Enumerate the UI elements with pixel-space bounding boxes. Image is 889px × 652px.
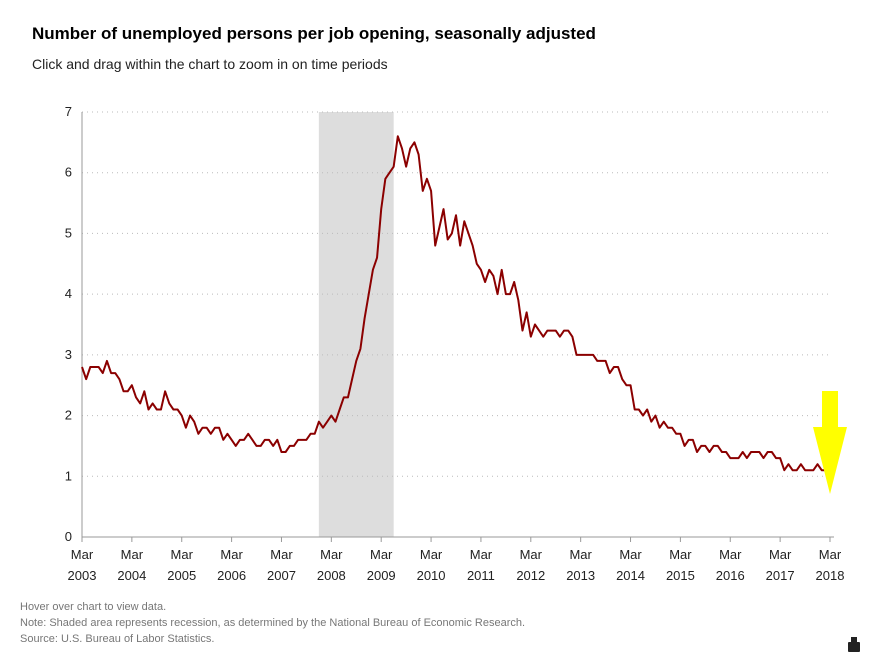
x-tick-year: 2016: [716, 568, 745, 583]
source-note: Source: U.S. Bureau of Labor Statistics.: [20, 633, 215, 645]
x-tick-month: Mar: [320, 547, 343, 562]
x-tick-month: Mar: [171, 547, 194, 562]
x-tick-month: Mar: [121, 547, 144, 562]
x-tick-month: Mar: [520, 547, 543, 562]
x-tick-month: Mar: [220, 547, 243, 562]
line-chart[interactable]: 0 1 2 3 4 5 6 7 Mar 2003 Mar 2004 Mar 2005 Mar 2006 Mar…: [0, 0, 889, 600]
recession-band: [318, 112, 394, 537]
arrow-annotation: [813, 391, 847, 494]
y-tick-label: 1: [65, 468, 72, 483]
x-tick-year: 2012: [516, 568, 545, 583]
x-tick-year: 2017: [766, 568, 795, 583]
x-tick-year: 2007: [267, 568, 296, 583]
x-tick-year: 2004: [117, 568, 146, 583]
line-layer: [81, 135, 831, 477]
x-tick-month: Mar: [420, 547, 443, 562]
x-tick-month: Mar: [769, 547, 792, 562]
x-tick-month: Mar: [719, 547, 742, 562]
x-tick-month: Mar: [669, 547, 692, 562]
x-tick-year: 2005: [167, 568, 196, 583]
axes-layer: Mar2003Mar2004Mar2005Mar2006Mar2007Mar20…: [68, 112, 845, 583]
x-tick-year: 2011: [467, 568, 495, 583]
y-tick-label: 3: [65, 347, 72, 362]
x-tick-year: 2010: [417, 568, 446, 583]
chart-subtitle: Click and drag within the chart to zoom …: [32, 56, 388, 72]
recession-layer: [318, 112, 394, 537]
chart-title: Number of unemployed persons per job ope…: [32, 24, 596, 43]
series-line: [81, 135, 831, 477]
x-tick-year: 2006: [217, 568, 246, 583]
x-tick-year: 2009: [367, 568, 396, 583]
y-tick-label: 5: [65, 225, 72, 240]
recession-note: Note: Shaded area represents recession, …: [20, 617, 526, 629]
x-tick-year: 2003: [68, 568, 97, 583]
x-tick-month: Mar: [370, 547, 393, 562]
x-tick-month: Mar: [470, 547, 493, 562]
y-tick-label: 6: [65, 165, 72, 180]
x-tick-month: Mar: [569, 547, 592, 562]
hover-note: Hover over chart to view data.: [20, 601, 167, 613]
y-tick-label: 4: [65, 286, 72, 301]
x-tick-year: 2014: [616, 568, 645, 583]
x-tick-year: 2015: [666, 568, 695, 583]
x-tick-year: 2008: [317, 568, 346, 583]
x-tick-month: Mar: [619, 547, 642, 562]
print-icon[interactable]: [848, 637, 860, 652]
x-tick-year: 2018: [816, 568, 845, 583]
x-tick-month: Mar: [270, 547, 293, 562]
x-tick-month: Mar: [819, 547, 842, 562]
x-tick-month: Mar: [71, 547, 94, 562]
y-tick-label: 0: [65, 529, 72, 544]
y-tick-label: 7: [65, 104, 72, 119]
grid-layer: 0 1 2 3 4 5 6 7: [65, 104, 830, 544]
x-tick-year: 2013: [566, 568, 595, 583]
annotation-layer: [813, 391, 847, 494]
y-tick-label: 2: [65, 408, 72, 423]
